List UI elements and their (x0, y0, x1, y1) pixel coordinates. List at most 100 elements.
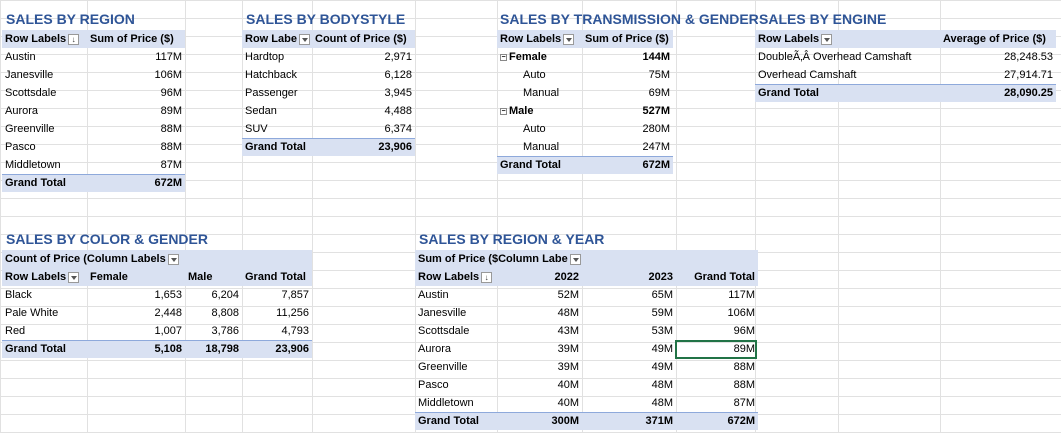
row-value[interactable]: 117M (155, 51, 182, 63)
row-value[interactable]: 88M (160, 123, 182, 135)
data-cell[interactable]: 48M (651, 397, 673, 409)
grand-total-label[interactable]: Grand Total (5, 343, 66, 355)
grand-total-value[interactable]: 371M (645, 415, 673, 427)
collapse-button[interactable]: − (500, 107, 507, 115)
data-cell[interactable]: 49M (651, 361, 673, 373)
data-cell[interactable]: 59M (651, 307, 673, 319)
row-label[interactable]: Pasco (5, 141, 36, 153)
data-cell[interactable]: 48M (557, 307, 579, 319)
row-label[interactable]: Black (5, 289, 32, 301)
column-header[interactable]: 2022 (554, 271, 579, 283)
data-cell[interactable]: 1,007 (154, 325, 182, 337)
data-cell[interactable]: 65M (651, 289, 673, 301)
row-label[interactable]: Greenville (5, 123, 55, 135)
data-cell[interactable]: 40M (557, 397, 579, 409)
data-cell[interactable]: 48M (651, 379, 673, 391)
grand-total-value[interactable]: 672M (727, 415, 755, 427)
grand-total-label[interactable]: Grand Total (5, 177, 66, 189)
row-label[interactable]: Manual (497, 138, 582, 156)
data-cell[interactable]: 52M (557, 289, 579, 301)
row-value[interactable]: 2,971 (384, 51, 412, 63)
grand-total-label[interactable]: Grand Total (500, 159, 561, 171)
row-value[interactable]: 527M (642, 105, 670, 117)
data-cell[interactable]: 117M (728, 289, 755, 301)
data-cell[interactable]: 8,808 (211, 307, 239, 319)
column-header[interactable]: 2023 (648, 271, 673, 283)
column-labels-filter-button[interactable] (167, 253, 179, 265)
collapse-button[interactable]: − (500, 53, 507, 61)
column-header[interactable]: Grand Total (245, 271, 306, 283)
row-label[interactable]: Austin (5, 51, 36, 63)
row-labels-filter-button[interactable] (298, 33, 310, 45)
data-cell[interactable]: 6,204 (211, 289, 239, 301)
data-cell[interactable]: 89M (733, 343, 755, 355)
data-cell[interactable]: 2,448 (154, 307, 182, 319)
row-value[interactable]: 89M (160, 105, 182, 117)
row-value[interactable]: 27,914.71 (1004, 69, 1053, 81)
data-cell[interactable]: 88M (733, 379, 755, 391)
row-value[interactable]: 280M (642, 123, 670, 135)
row-value[interactable]: 69M (648, 87, 670, 99)
row-value[interactable]: 87M (160, 159, 182, 171)
data-cell[interactable]: 3,786 (211, 325, 239, 337)
data-cell[interactable]: 106M (727, 307, 755, 319)
row-label[interactable]: Hardtop (245, 51, 285, 63)
row-label[interactable]: Auto (497, 120, 582, 138)
data-cell[interactable]: 1,653 (154, 289, 182, 301)
row-value[interactable]: 3,945 (384, 87, 412, 99)
row-value[interactable]: 106M (154, 69, 182, 81)
row-label[interactable]: Middletown (5, 159, 61, 171)
row-label[interactable]: DoubleÃ‚Â Overhead Camshaft (758, 51, 912, 63)
row-value[interactable]: 4,488 (384, 105, 412, 117)
row-label[interactable]: Pale White (5, 307, 59, 319)
row-label[interactable]: Janesville (418, 307, 467, 319)
data-cell[interactable]: 4,793 (281, 325, 309, 337)
row-value[interactable]: 96M (160, 87, 182, 99)
row-labels-filter-button[interactable] (821, 33, 833, 45)
data-cell[interactable]: 11,256 (276, 307, 309, 319)
grand-total-label[interactable]: Grand Total (418, 415, 479, 427)
column-header[interactable]: Male (188, 271, 213, 283)
row-label[interactable]: Scottsdale (5, 87, 57, 99)
row-value[interactable]: 247M (642, 141, 670, 153)
group-row-label[interactable]: − Female (497, 48, 582, 66)
row-label[interactable]: Janesville (5, 69, 54, 81)
selected-cell[interactable] (675, 340, 757, 359)
row-value[interactable]: 88M (160, 141, 182, 153)
grand-total-value[interactable]: 18,798 (205, 343, 239, 355)
row-label[interactable]: Pasco (418, 379, 449, 391)
grand-total-value[interactable]: 23,906 (378, 141, 412, 153)
data-cell[interactable]: 39M (557, 343, 579, 355)
row-label[interactable]: SUV (245, 123, 268, 135)
data-cell[interactable]: 49M (651, 343, 673, 355)
row-labels-filter-button[interactable]: ↓ (68, 33, 80, 45)
row-label[interactable]: Scottsdale (418, 325, 470, 337)
row-label[interactable]: Aurora (418, 343, 452, 355)
row-value[interactable]: 28,248.53 (1004, 51, 1053, 63)
grand-total-value[interactable]: 23,906 (275, 343, 309, 355)
column-header[interactable]: Female (90, 271, 128, 283)
data-cell[interactable]: 53M (651, 325, 673, 337)
grand-total-value[interactable]: 28,090.25 (1004, 87, 1053, 99)
row-value[interactable]: 6,374 (384, 123, 412, 135)
data-cell[interactable]: 43M (557, 325, 579, 337)
group-row-label[interactable]: − Male (497, 102, 582, 120)
row-label[interactable]: Middletown (418, 397, 474, 409)
row-label[interactable]: Auto (497, 66, 582, 84)
column-header[interactable]: Grand Total (694, 271, 755, 283)
row-label[interactable]: Passenger (245, 87, 298, 99)
row-labels-filter-button[interactable] (563, 33, 575, 45)
grand-total-label[interactable]: Grand Total (245, 141, 306, 153)
data-cell[interactable]: 40M (557, 379, 579, 391)
row-label[interactable]: Overhead Camshaft (758, 69, 857, 81)
row-label[interactable]: Aurora (5, 105, 39, 117)
column-labels-filter-button[interactable] (569, 253, 581, 265)
grand-total-label[interactable]: Grand Total (758, 87, 819, 99)
grand-total-value[interactable]: 672M (642, 159, 670, 171)
data-cell[interactable]: 39M (557, 361, 579, 373)
row-value[interactable]: 75M (648, 69, 670, 81)
data-cell[interactable]: 87M (733, 397, 755, 409)
row-label[interactable]: Greenville (418, 361, 468, 373)
row-labels-filter-button[interactable]: ↓ (481, 271, 493, 283)
